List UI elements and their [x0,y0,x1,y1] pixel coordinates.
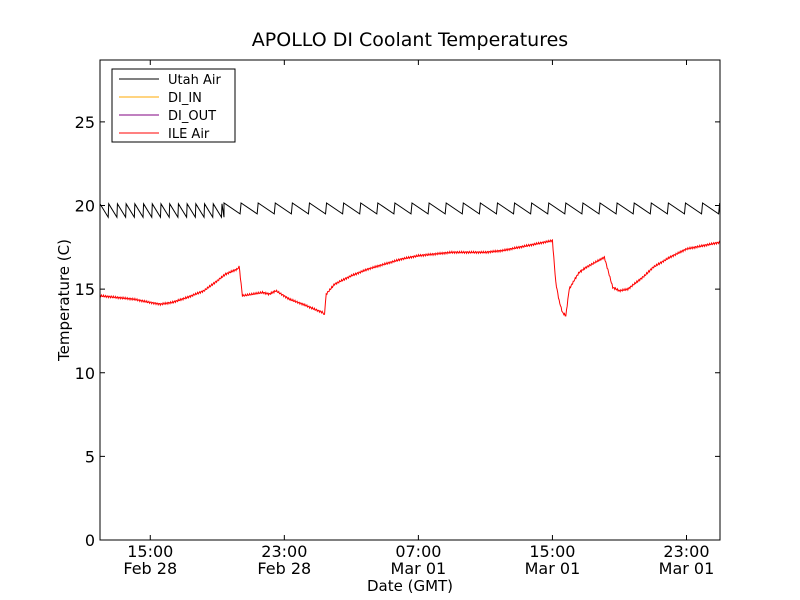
x-tick-time-label: 23:00 [663,542,709,561]
x-tick-date-label: Feb 28 [257,559,311,578]
legend-box [111,68,236,143]
plot-frame [99,59,721,541]
y-tick-label: 10 [75,364,95,383]
series-line-ile-air [100,238,720,317]
y-tick-label: 15 [75,280,95,299]
x-tick-date-label: Mar 01 [659,559,715,578]
y-tick-label: 5 [85,447,95,466]
legend-label: DI_OUT [168,109,216,124]
x-tick-time-label: 15:00 [529,542,575,561]
y-axis-label: Temperature (C) [55,239,73,362]
series-layer [100,202,720,317]
x-tick-date-label: Mar 01 [525,559,581,578]
y-tick-label: 0 [85,531,95,550]
x-axis-label: Date (GMT) [367,577,453,595]
x-tick-time-label: 23:00 [261,542,307,561]
y-tick-label: 25 [75,113,95,132]
legend-label: Utah Air [168,73,221,88]
chart-title: APOLLO DI Coolant Temperatures [252,29,568,51]
x-tick-time-label: 15:00 [127,542,173,561]
y-tick-label: 20 [75,197,95,216]
x-tick-date-label: Mar 01 [391,559,447,578]
legend-label: ILE Air [168,127,210,142]
x-tick-time-label: 07:00 [395,542,441,561]
legend-label: DI_IN [168,91,202,106]
series-line-utah-air [100,202,720,219]
x-tick-date-label: Feb 28 [123,559,177,578]
legend: Utah Air DI_IN DI_OUT ILE Air [111,68,236,143]
